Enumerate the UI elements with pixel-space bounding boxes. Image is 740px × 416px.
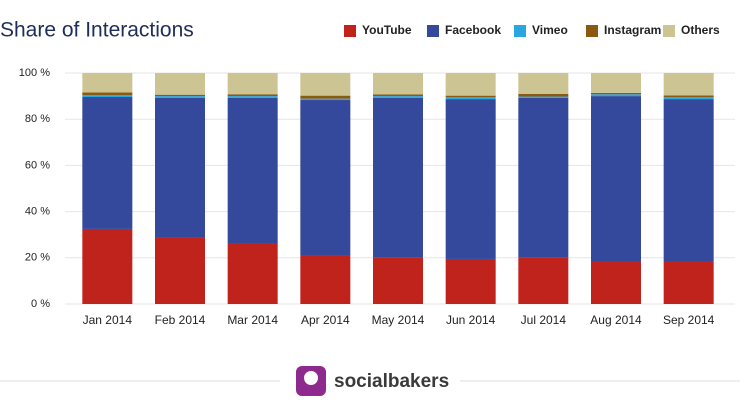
y-tick-label: 80 %	[25, 113, 50, 125]
legend-label: Facebook	[445, 23, 501, 37]
bar-segment	[227, 97, 278, 244]
bar-segment	[155, 73, 205, 95]
bar-segment	[155, 96, 205, 98]
bar-segment	[445, 97, 496, 100]
legend-label: Others	[681, 23, 720, 37]
legend-swatch	[663, 25, 675, 37]
x-tick-label: Jul 2014	[521, 313, 567, 327]
bar-segment	[300, 73, 351, 96]
y-tick-label: 100 %	[19, 67, 50, 79]
bar-segment	[591, 92, 641, 95]
bar-segment	[445, 73, 496, 96]
bar-segment	[155, 237, 205, 304]
bar-segment	[82, 97, 133, 229]
y-tick-label: 60 %	[25, 159, 50, 171]
bar-segment	[591, 94, 641, 97]
x-tick-label: Sep 2014	[663, 313, 715, 327]
bar-segment	[300, 255, 351, 304]
x-tick-label: Jan 2014	[83, 313, 133, 327]
legend-label: Instagram	[604, 23, 661, 37]
y-tick-label: 20 %	[25, 252, 50, 264]
x-tick-label: Jun 2014	[446, 313, 496, 327]
legend-swatch	[586, 25, 598, 37]
bar-segment	[663, 73, 714, 96]
bar-segment	[518, 97, 569, 258]
bar-segment	[373, 73, 423, 95]
legend-swatch	[514, 25, 526, 37]
y-tick-label: 0 %	[31, 298, 50, 310]
bar-segment	[591, 261, 641, 304]
bar-segment	[518, 257, 569, 304]
bar-segment	[300, 95, 351, 99]
x-tick-label: May 2014	[372, 313, 425, 327]
bar-segment	[82, 92, 133, 96]
bar-segment	[373, 94, 423, 97]
brand-logo-mark	[304, 371, 318, 385]
x-tick-label: Aug 2014	[590, 313, 642, 327]
bar-segment	[300, 98, 351, 101]
x-tick-label: Mar 2014	[227, 313, 278, 327]
legend-swatch	[344, 25, 356, 37]
bar-segment	[591, 96, 641, 262]
bar-segment	[445, 95, 496, 98]
bar-segment	[82, 73, 133, 93]
bar-segment	[373, 257, 423, 304]
chart-title: Share of Interactions	[0, 19, 194, 42]
bar-segment	[663, 95, 714, 98]
legend-swatch	[427, 25, 439, 37]
bar-segment	[663, 261, 714, 304]
bar-segment	[155, 94, 205, 97]
bar-segment	[518, 93, 569, 97]
bar-segment	[518, 73, 569, 94]
bar-segment	[591, 73, 641, 93]
bar-segment	[373, 97, 423, 258]
bar-segment	[445, 99, 496, 259]
bar-segment	[155, 97, 205, 238]
bar-segment	[227, 73, 278, 95]
bar-segment	[373, 96, 423, 98]
legend-label: Vimeo	[532, 23, 568, 37]
bar-segment	[82, 228, 133, 304]
bar-segment	[663, 99, 714, 262]
brand-name: socialbakers	[334, 371, 449, 392]
x-tick-label: Apr 2014	[301, 313, 350, 327]
bar-segment	[663, 97, 714, 100]
y-tick-label: 40 %	[25, 206, 50, 218]
x-tick-label: Feb 2014	[155, 313, 206, 327]
bar-segment	[227, 94, 278, 97]
bar-segment	[227, 96, 278, 98]
bar-segment	[445, 258, 496, 304]
legend-label: YouTube	[362, 23, 412, 37]
bar-segment	[227, 243, 278, 304]
bar-segment	[300, 100, 351, 256]
bar-segment	[518, 96, 569, 98]
bar-segment	[82, 95, 133, 98]
